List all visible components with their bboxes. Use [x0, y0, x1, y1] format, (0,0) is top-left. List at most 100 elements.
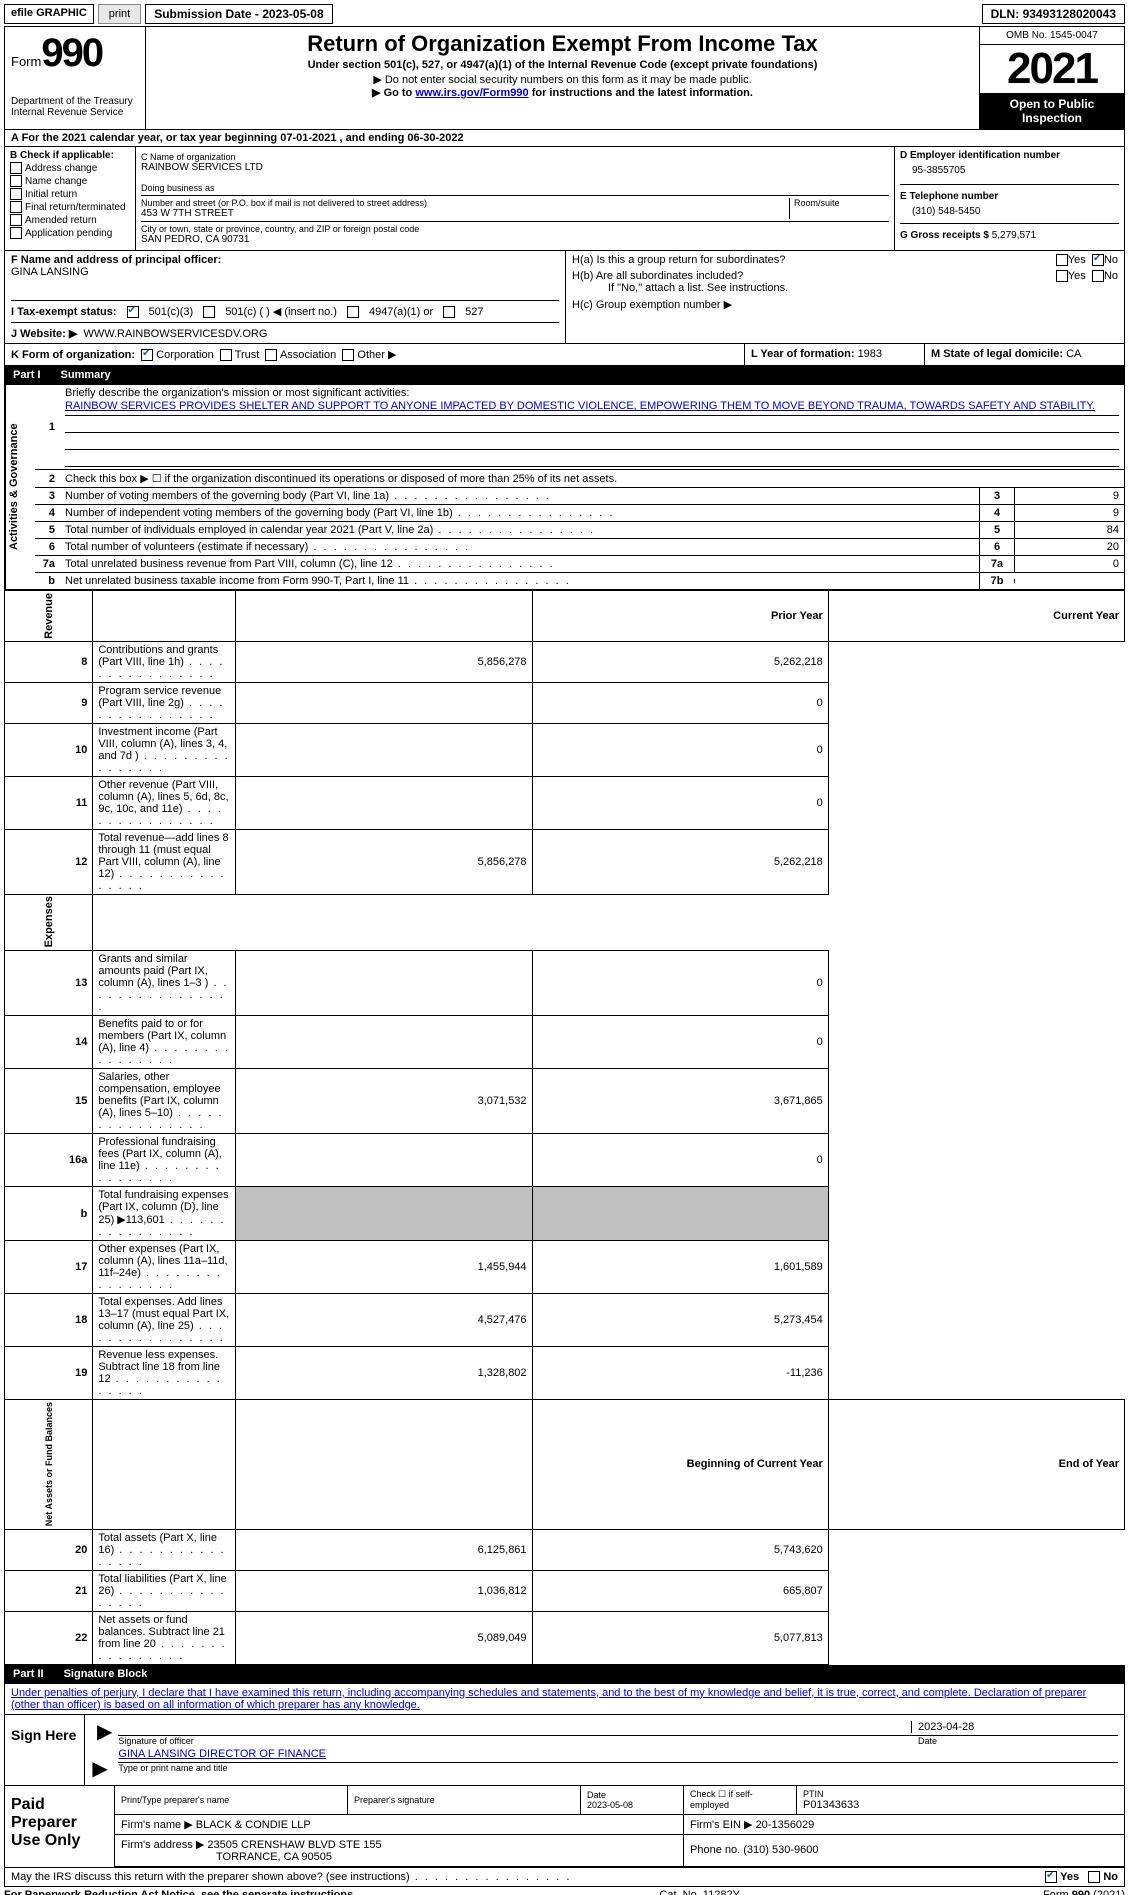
fin-desc: Total fundraising expenses (Part IX, col…: [93, 1187, 236, 1241]
fin-py: 1,328,802: [236, 1347, 532, 1400]
section-j: J Website: ▶ WWW.RAINBOWSERVICESDV.ORG: [11, 322, 559, 340]
preparer-section: Paid Preparer Use Only Print/Type prepar…: [4, 1786, 1125, 1868]
irs-link[interactable]: www.irs.gov/Form990: [415, 87, 528, 99]
line-desc: Total unrelated business revenue from Pa…: [60, 556, 979, 572]
chk-application-pending[interactable]: Application pending: [10, 227, 130, 239]
prep-check-label: Check ☐ if self-employed: [684, 1786, 797, 1815]
chk-address-change[interactable]: Address change: [10, 162, 130, 174]
officer-label: F Name and address of principal officer:: [11, 254, 559, 266]
chk-label: Application pending: [25, 228, 112, 239]
line-box: 3: [979, 488, 1014, 504]
sig-officer-label: Signature of officer: [118, 1736, 918, 1746]
summary-row: 7a Total unrelated business revenue from…: [35, 556, 1124, 573]
fin-num: 17: [5, 1241, 93, 1294]
mission-text[interactable]: RAINBOW SERVICES PROVIDES SHELTER AND SU…: [65, 400, 1095, 412]
firm-name: BLACK & CONDIE LLP: [196, 1819, 311, 1831]
fin-num: 12: [5, 829, 93, 894]
chk-label: Final return/terminated: [25, 202, 126, 213]
note2-suffix: for instructions and the latest informat…: [529, 87, 753, 99]
chk-initial-return[interactable]: Initial return: [10, 188, 130, 200]
summary-row: 5 Total number of individuals employed i…: [35, 522, 1124, 539]
fin-num: b: [5, 1187, 93, 1241]
fin-desc: Contributions and grants (Part VIII, lin…: [93, 641, 236, 682]
chk-trust[interactable]: [220, 349, 232, 361]
dept-treasury: Department of the Treasury: [11, 96, 139, 107]
firm-addr-label: Firm's address ▶: [121, 1839, 204, 1851]
line-desc: Number of voting members of the governin…: [60, 488, 979, 504]
fin-desc: Other revenue (Part VIII, column (A), li…: [93, 776, 236, 829]
fin-num: 15: [5, 1069, 93, 1134]
yes-label: Yes: [1068, 254, 1086, 266]
chk-hb-no[interactable]: [1092, 270, 1104, 282]
chk-discuss-yes[interactable]: [1045, 1871, 1057, 1883]
ha-label: H(a) Is this a group return for subordin…: [572, 254, 785, 266]
print-button[interactable]: print: [98, 4, 141, 24]
form-number: Form990: [11, 31, 139, 76]
fin-cy: 5,743,620: [532, 1529, 828, 1570]
row-a-tax-year: A For the 2021 calendar year, or tax yea…: [4, 130, 1125, 147]
chk-4947[interactable]: [347, 306, 359, 318]
fin-num: 21: [5, 1570, 93, 1611]
penalties-text[interactable]: Under penalties of perjury, I declare th…: [11, 1687, 1086, 1711]
part-ii-title: Signature Block: [64, 1668, 148, 1680]
chk-ha-no[interactable]: [1092, 254, 1104, 266]
line-desc: Number of independent voting members of …: [60, 505, 979, 521]
row-a-begin: 07-01-2021: [280, 132, 336, 144]
fin-desc: Revenue less expenses. Subtract line 18 …: [93, 1347, 236, 1400]
fin-desc: Net assets or fund balances. Subtract li…: [93, 1611, 236, 1664]
fin-py: 3,071,532: [236, 1069, 532, 1134]
row-a-prefix: A For the 2021 calendar year, or tax yea…: [11, 132, 280, 144]
firm-ein-label: Firm's EIN ▶: [690, 1819, 753, 1831]
note2-prefix: ▶ Go to: [372, 87, 415, 99]
phone-value: (310) 548-5450: [900, 202, 1119, 217]
opt-527: 527: [465, 306, 483, 318]
summary-row: b Net unrelated business taxable income …: [35, 573, 1124, 589]
opt-trust: Trust: [235, 349, 260, 361]
fin-py: [236, 682, 532, 723]
section-i: I Tax-exempt status: 501(c)(3) 501(c) ( …: [11, 300, 559, 318]
city-value: SAN PEDRO, CA 90731: [141, 234, 889, 245]
section-klm: K Form of organization: Corporation Trus…: [4, 344, 1125, 366]
vlabel-netassets: Net Assets or Fund Balances: [5, 1400, 93, 1529]
fin-py: [236, 723, 532, 776]
chk-association[interactable]: [265, 349, 277, 361]
street-value: 453 W 7TH STREET: [141, 208, 789, 219]
ptin-label: PTIN: [803, 1789, 1118, 1799]
chk-ha-yes[interactable]: [1056, 254, 1068, 266]
signer-name[interactable]: GINA LANSING DIRECTOR OF FINANCE: [118, 1748, 326, 1760]
line-box: 5: [979, 522, 1014, 538]
fin-desc: Program service revenue (Part VIII, line…: [93, 682, 236, 723]
fin-cy: 5,262,218: [532, 641, 828, 682]
chk-501c[interactable]: [203, 306, 215, 318]
fin-cy: 0: [532, 1016, 828, 1069]
chk-amended-return[interactable]: Amended return: [10, 214, 130, 226]
chk-name-change[interactable]: Name change: [10, 175, 130, 187]
chk-final-return[interactable]: Final return/terminated: [10, 201, 130, 213]
line-box: 4: [979, 505, 1014, 521]
form-note2: ▶ Go to www.irs.gov/Form990 for instruct…: [152, 86, 973, 99]
opt-501c: 501(c) ( ) ◀ (insert no.): [225, 305, 337, 318]
submission-date-label: Submission Date -: [154, 7, 262, 21]
boy-header: Beginning of Current Year: [532, 1400, 828, 1529]
line-val: 9: [1014, 488, 1124, 504]
footer-right: Form 990 (2021): [1043, 1889, 1125, 1895]
chk-527[interactable]: [443, 306, 455, 318]
chk-discuss-no[interactable]: [1088, 1871, 1100, 1883]
fin-row: 21 Total liabilities (Part X, line 26) 1…: [5, 1570, 1125, 1611]
line-num: 4: [35, 505, 60, 521]
chk-hb-yes[interactable]: [1056, 270, 1068, 282]
line-num: 7a: [35, 556, 60, 572]
website-url: WWW.RAINBOWSERVICESDV.ORG: [83, 328, 267, 340]
fin-num: 9: [5, 682, 93, 723]
fin-num: 14: [5, 1016, 93, 1069]
chk-501c3[interactable]: [127, 306, 139, 318]
part-ii-label: Part II: [13, 1668, 44, 1680]
line-val: 9: [1014, 505, 1124, 521]
fin-row: 22 Net assets or fund balances. Subtract…: [5, 1611, 1125, 1664]
fin-cy: 5,077,813: [532, 1611, 828, 1664]
vlabel-expenses: Expenses: [5, 894, 93, 950]
chk-other[interactable]: [342, 349, 354, 361]
sign-section: Sign Here ▶ 2023-04-28 Signature of offi…: [4, 1715, 1125, 1786]
financial-table: Revenue Prior Year Current Year 8 Contri…: [4, 590, 1125, 1664]
chk-corporation[interactable]: [141, 349, 153, 361]
